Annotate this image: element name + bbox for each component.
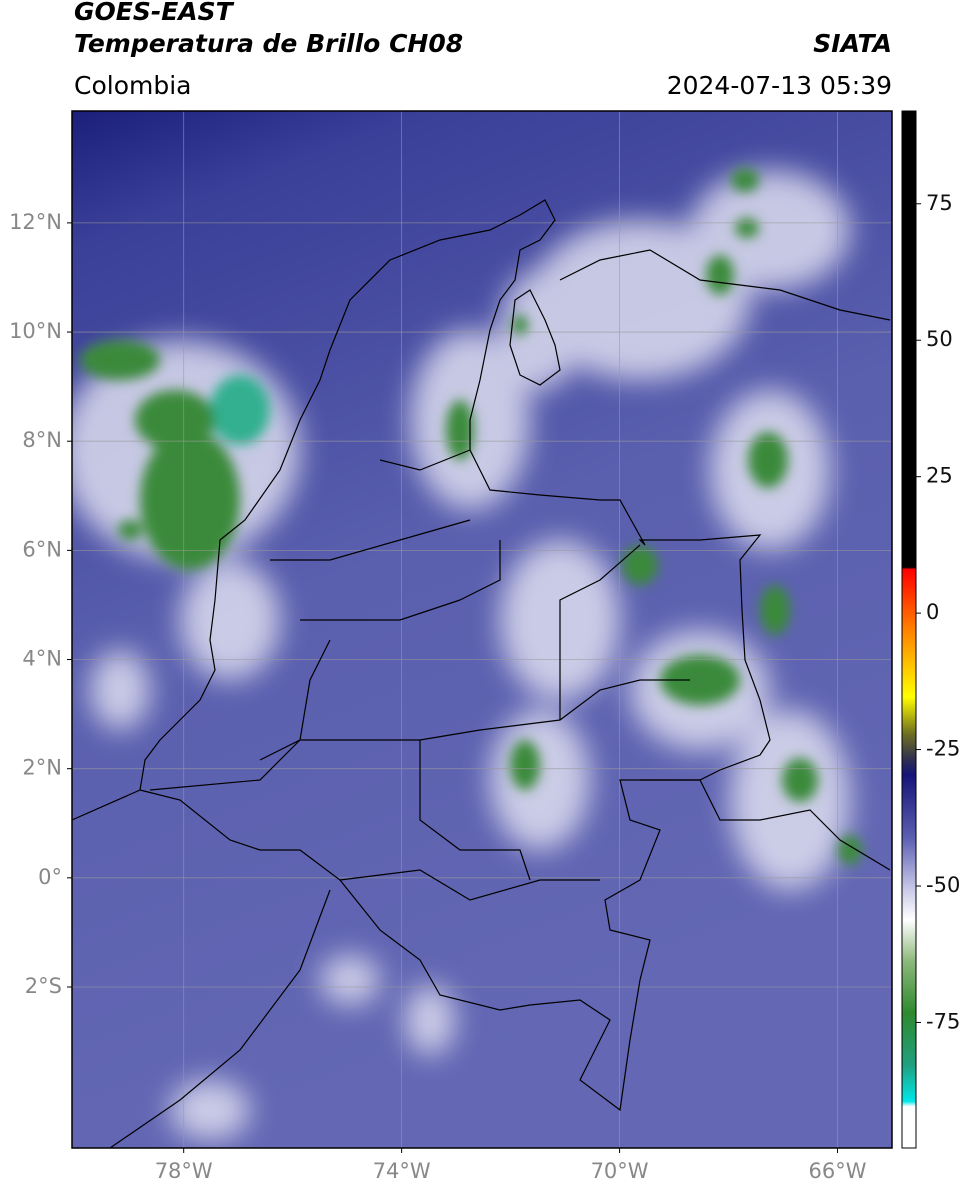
grid [72,111,892,1148]
region: Colombia [74,71,191,100]
y-tick-label: 6°N [22,537,62,561]
title: GOES-EAST [74,0,235,26]
colorbar-tick-label: 25 [926,464,953,488]
cold-cloud-tops [80,168,862,865]
subtitle: Temperatura de Brillo CH08 [74,29,463,58]
source: SIATA [813,29,892,58]
x-tick-label: 78°W [155,1159,213,1183]
y-tick-label: 0° [38,865,62,889]
colorbar-tick-label: -75 [926,1009,960,1033]
regional-borders [72,249,891,1148]
y-tick-label: 2°S [25,974,62,998]
colorbar-tick-label: -25 [926,737,960,761]
y-tick-label: 12°N [9,210,62,234]
colorbar-tick-label: 0 [926,600,939,624]
y-tick-label: 10°N [9,319,62,343]
colorbar-tick-label: -50 [926,873,960,897]
colorbar-tick-label: 50 [926,327,953,351]
map-area [72,111,892,1148]
y-tick-label: 8°N [22,428,62,452]
lake-maracaibo [509,289,561,386]
colorbar [901,110,917,1149]
x-tick-label: 74°W [373,1159,431,1183]
country-borders [139,199,771,1112]
colorbar-tick-label: 75 [926,191,953,215]
y-tick-label: 4°N [22,647,62,671]
datetime: 2024-07-13 05:39 [667,71,892,100]
x-tick-label: 66°W [809,1159,867,1183]
map-frame [71,110,893,1149]
y-tick-label: 2°N [22,756,62,780]
cloud-cover [72,170,850,1140]
x-tick-label: 70°W [591,1159,649,1183]
